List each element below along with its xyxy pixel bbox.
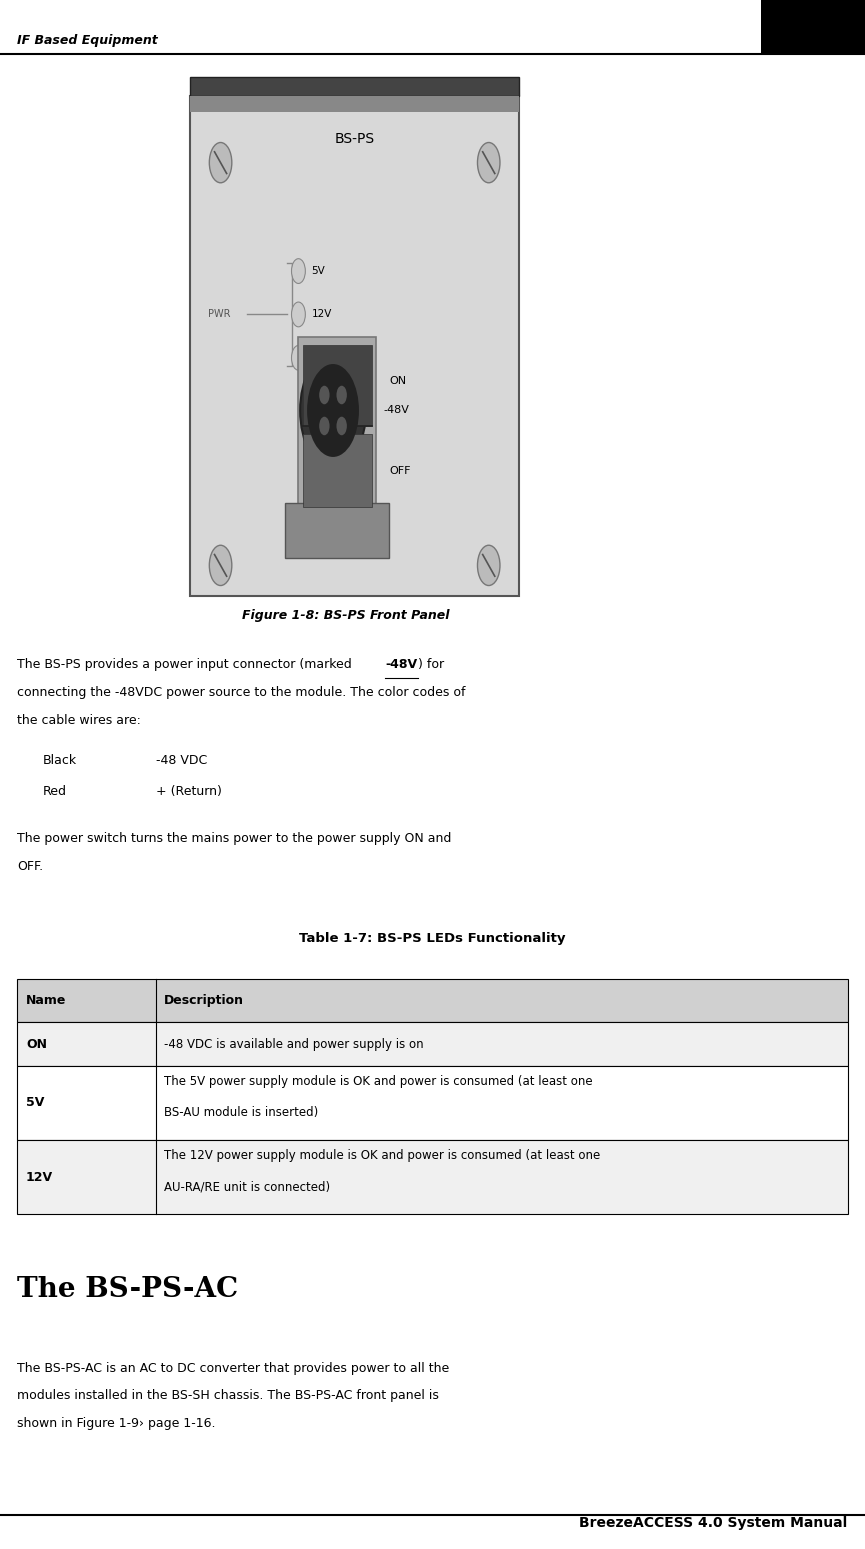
Text: Table 1-7: BS-PS LEDs Functionality: Table 1-7: BS-PS LEDs Functionality (299, 932, 566, 945)
Circle shape (307, 364, 359, 457)
Text: -48 VDC is available and power supply is on: -48 VDC is available and power supply is… (164, 1038, 424, 1050)
Text: 5V: 5V (26, 1097, 44, 1109)
Text: The BS-PS-AC: The BS-PS-AC (17, 1276, 239, 1303)
Circle shape (209, 143, 232, 183)
Text: BS-PS: BS-PS (335, 132, 375, 147)
Text: Black: Black (43, 754, 77, 767)
Text: Name: Name (26, 994, 67, 1007)
Text: connecting the -48VDC power source to the module. The color codes of: connecting the -48VDC power source to th… (17, 686, 465, 699)
Text: 5V: 5V (311, 266, 325, 276)
Bar (17, 979, 848, 1022)
Text: IF Based Equipment: IF Based Equipment (17, 34, 158, 46)
Bar (303, 434, 372, 508)
FancyBboxPatch shape (761, 0, 865, 53)
Text: 12V: 12V (311, 310, 332, 319)
Bar (190, 77, 519, 96)
Text: -48V: -48V (385, 658, 417, 671)
Circle shape (292, 302, 305, 327)
Text: Red: Red (43, 785, 67, 798)
Text: ) for: ) for (418, 658, 444, 671)
Text: The 12V power supply module is OK and power is consumed (at least one: The 12V power supply module is OK and po… (164, 1149, 600, 1162)
Text: AU-RA/RE unit is connected): AU-RA/RE unit is connected) (164, 1180, 330, 1193)
Text: Figure 1-8: BS-PS Front Panel: Figure 1-8: BS-PS Front Panel (242, 609, 450, 621)
Text: 1-15: 1-15 (794, 19, 832, 34)
Bar (190, 96, 519, 596)
Text: -48V: -48V (383, 406, 409, 415)
Circle shape (292, 345, 305, 370)
Bar (298, 338, 376, 514)
Text: OFF.: OFF. (17, 860, 43, 872)
Text: modules installed in the BS-SH chassis. The BS-PS-AC front panel is: modules installed in the BS-SH chassis. … (17, 1389, 439, 1402)
Text: The BS-PS-AC is an AC to DC converter that provides power to all the: The BS-PS-AC is an AC to DC converter th… (17, 1362, 450, 1374)
Text: The BS-PS provides a power input connector (marked: The BS-PS provides a power input connect… (17, 658, 356, 671)
Text: + (Return): + (Return) (156, 785, 221, 798)
Text: 12V: 12V (26, 1171, 53, 1183)
Text: BreezeACCESS 4.0 System Manual: BreezeACCESS 4.0 System Manual (580, 1516, 848, 1530)
Text: BS-AU module is inserted): BS-AU module is inserted) (164, 1106, 318, 1118)
Circle shape (477, 143, 500, 183)
Circle shape (319, 386, 330, 404)
Text: Description: Description (164, 994, 244, 1007)
Circle shape (336, 386, 347, 404)
Text: the cable wires are:: the cable wires are: (17, 714, 141, 726)
Bar (17, 1066, 848, 1140)
Text: ON: ON (26, 1038, 47, 1050)
Bar (285, 503, 389, 558)
Circle shape (209, 545, 232, 586)
Text: -48 VDC: -48 VDC (156, 754, 207, 767)
Bar (17, 1140, 848, 1214)
Circle shape (477, 545, 500, 586)
Text: OFF: OFF (389, 466, 411, 476)
Bar (190, 96, 519, 112)
Text: The power switch turns the mains power to the power supply ON and: The power switch turns the mains power t… (17, 832, 452, 844)
Bar (303, 345, 372, 426)
Text: shown in Figure 1-9› page 1-16.: shown in Figure 1-9› page 1-16. (17, 1417, 215, 1430)
Bar (17, 1022, 848, 1066)
Text: ON: ON (311, 353, 327, 362)
Circle shape (292, 259, 305, 283)
Circle shape (319, 417, 330, 435)
Text: ON: ON (389, 376, 407, 386)
Text: The 5V power supply module is OK and power is consumed (at least one: The 5V power supply module is OK and pow… (164, 1075, 593, 1087)
Circle shape (336, 417, 347, 435)
Circle shape (300, 352, 366, 469)
Text: PWR: PWR (208, 310, 230, 319)
